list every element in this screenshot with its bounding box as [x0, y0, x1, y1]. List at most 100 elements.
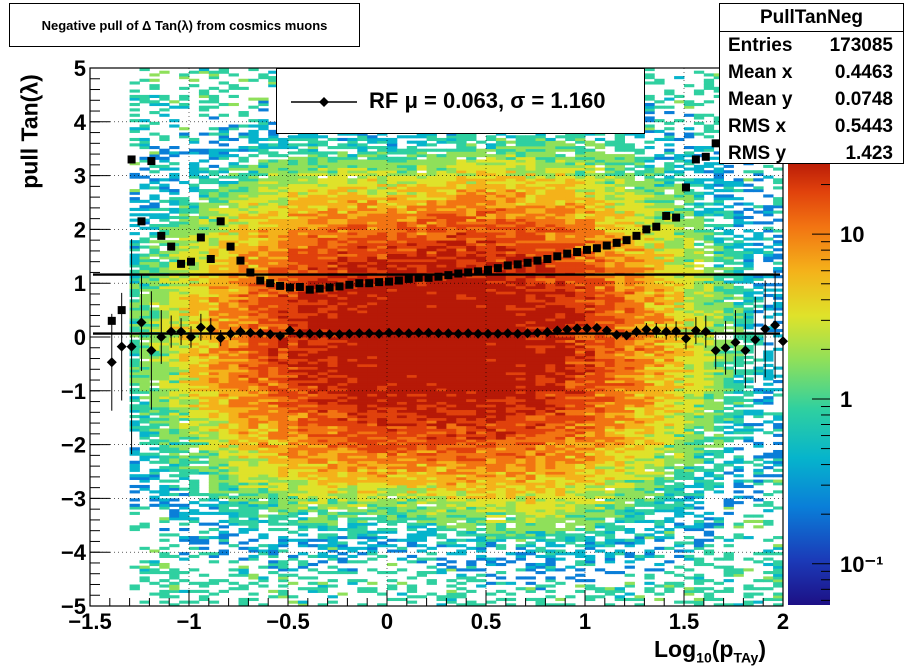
- heatmap-cell: [357, 154, 368, 158]
- heatmap-cell: [377, 476, 388, 480]
- heatmap-cell: [149, 409, 160, 413]
- heatmap-cell: [396, 428, 408, 432]
- heatmap-cell: [446, 350, 457, 354]
- heatmap-cell: [337, 205, 348, 209]
- heatmap-cell: [268, 412, 279, 416]
- heatmap-cell: [218, 245, 229, 249]
- heatmap-cell: [189, 460, 200, 464]
- heatmap-cell: [446, 191, 457, 195]
- heatmap-cell: [228, 511, 239, 515]
- heatmap-cell: [317, 170, 328, 174]
- heatmap-cell: [367, 447, 378, 451]
- heatmap-cell: [238, 380, 249, 384]
- heatmap-cell: [139, 353, 150, 357]
- heatmap-cell: [327, 366, 338, 370]
- heatmap-cell: [357, 291, 368, 295]
- heatmap-cell: [288, 557, 299, 561]
- heatmap-cell: [149, 186, 160, 190]
- heatmap-cell: [179, 538, 190, 542]
- heatmap-cell: [337, 474, 348, 478]
- heatmap-cell: [377, 328, 388, 333]
- heatmap-cell: [387, 425, 398, 429]
- heatmap-cell: [297, 428, 309, 432]
- heatmap-cell: [238, 156, 249, 160]
- heatmap-cell: [297, 565, 309, 569]
- heatmap-cell: [278, 237, 289, 241]
- heatmap-cell: [367, 221, 378, 225]
- heatmap-cell: [198, 261, 210, 265]
- heatmap-cell: [198, 245, 210, 249]
- heatmap-cell: [278, 463, 289, 467]
- heatmap-cell: [208, 237, 220, 241]
- heatmap-cell: [327, 164, 338, 168]
- heatmap-cell: [218, 404, 229, 408]
- heatmap-cell: [268, 288, 279, 292]
- heatmap-cell: [248, 511, 259, 515]
- heatmap-cell: [228, 449, 239, 454]
- heatmap-cell: [169, 603, 180, 606]
- heatmap-cell: [169, 221, 180, 225]
- heatmap-cell: [149, 420, 160, 424]
- heatmap-cell: [159, 455, 170, 459]
- heatmap-cell: [159, 506, 170, 510]
- heatmap-cell: [258, 401, 269, 405]
- heatmap-cell: [327, 221, 338, 225]
- heatmap-cell: [278, 328, 289, 333]
- heatmap-cell: [218, 374, 229, 378]
- heatmap-cell: [278, 358, 289, 362]
- heatmap-cell: [218, 175, 229, 179]
- heatmap-cell: [357, 288, 368, 292]
- heatmap-cell: [367, 377, 378, 381]
- heatmap-cell: [129, 275, 140, 279]
- heatmap-cell: [327, 541, 338, 545]
- heatmap-cell: [446, 471, 457, 475]
- heatmap-cell: [307, 431, 319, 435]
- heatmap-cell: [139, 431, 150, 435]
- heatmap-cell: [189, 363, 200, 367]
- heatmap-cell: [307, 382, 319, 386]
- heatmap-cell: [387, 361, 398, 365]
- heatmap-cell: [248, 576, 259, 580]
- heatmap-cell: [347, 334, 358, 338]
- heatmap-cell: [129, 162, 140, 166]
- heatmap-cell: [228, 568, 239, 572]
- heatmap-cell: [436, 371, 447, 376]
- heatmap-cell: [189, 509, 200, 513]
- heatmap-cell: [288, 178, 299, 182]
- heatmap-cell: [406, 189, 418, 193]
- heatmap-cell: [179, 205, 190, 209]
- heatmap-cell: [169, 571, 180, 575]
- heatmap-cell: [317, 363, 328, 367]
- heatmap-cell: [307, 377, 319, 381]
- heatmap-cell: [228, 162, 239, 166]
- heatmap-cell: [446, 245, 457, 249]
- heatmap-cell: [337, 197, 348, 201]
- heatmap-cell: [258, 503, 269, 507]
- heatmap-cell: [307, 476, 319, 480]
- heatmap-cell: [357, 178, 368, 182]
- heatmap-cell: [169, 466, 180, 470]
- heatmap-cell: [208, 366, 220, 370]
- heatmap-cell: [238, 455, 249, 459]
- heatmap-cell: [228, 476, 239, 480]
- heatmap-cell: [258, 412, 269, 416]
- heatmap-cell: [278, 388, 289, 392]
- heatmap-cell: [347, 490, 358, 494]
- heatmap-cell: [129, 398, 140, 402]
- heatmap-cell: [406, 339, 418, 343]
- heatmap-cell: [129, 307, 140, 311]
- heatmap-cell: [208, 522, 220, 526]
- heatmap-cell: [238, 221, 249, 225]
- heatmap-cell: [416, 159, 427, 163]
- heatmap-cell: [297, 213, 309, 217]
- heatmap-cell: [436, 312, 447, 316]
- heatmap-cell: [268, 390, 279, 394]
- heatmap-cell: [387, 207, 398, 211]
- heatmap-cell: [258, 361, 269, 365]
- heatmap-cell: [228, 560, 239, 564]
- heatmap-cell: [218, 436, 229, 440]
- heatmap-cell: [238, 312, 249, 316]
- heatmap-cell: [278, 428, 289, 432]
- heatmap-cell: [317, 197, 328, 201]
- heatmap-cell: [446, 463, 457, 467]
